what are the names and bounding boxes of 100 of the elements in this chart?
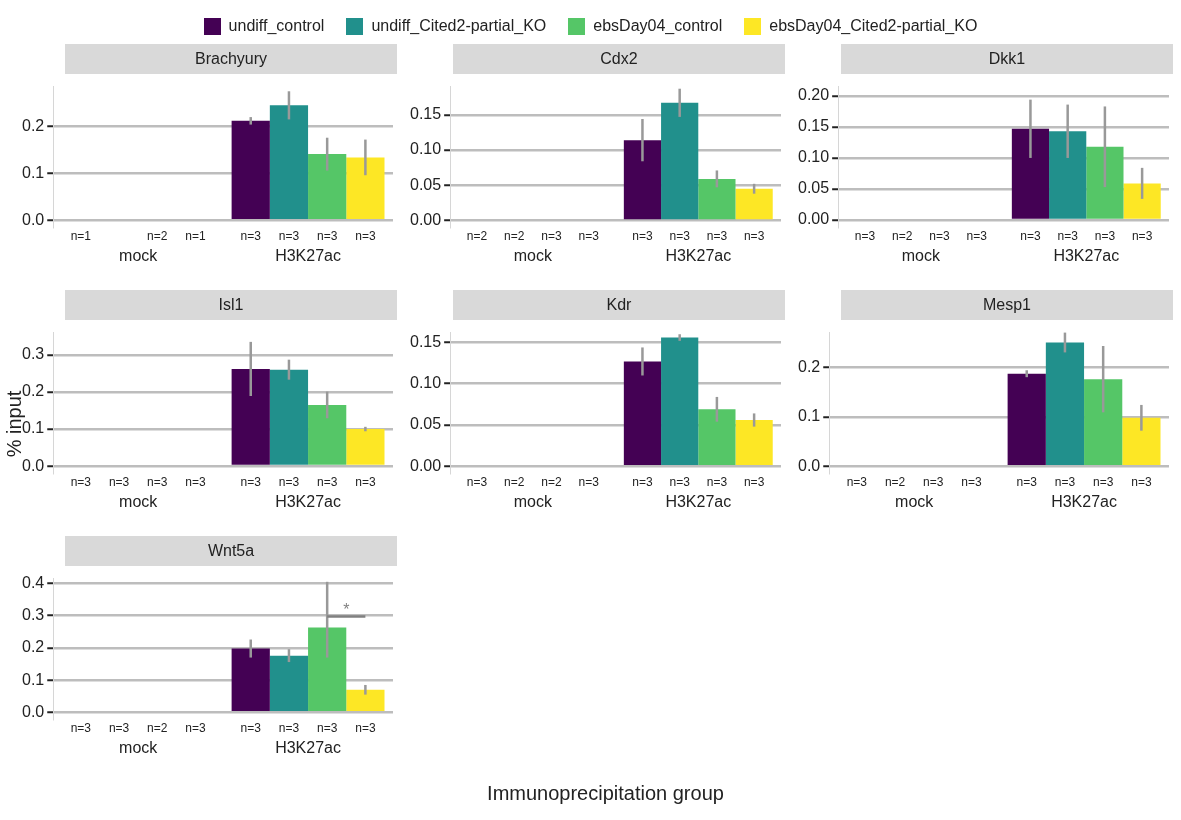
text: n=3 bbox=[278, 475, 300, 490]
text: n=3 bbox=[706, 475, 728, 490]
y-tick-label: 0.10 bbox=[410, 374, 442, 392]
text: n=3 bbox=[961, 475, 983, 490]
text: n=3 bbox=[1131, 229, 1153, 244]
y-tick-label: 0.1 bbox=[21, 163, 45, 181]
x-tick-label: mock bbox=[119, 246, 159, 264]
text: n=3 bbox=[70, 475, 92, 490]
x-tick-label: mock bbox=[901, 246, 941, 264]
y-tick-label: 0.2 bbox=[21, 638, 45, 656]
text: n=3 bbox=[743, 475, 765, 490]
y-tick-label: 0.00 bbox=[798, 210, 830, 228]
text: n=3 bbox=[578, 229, 600, 244]
legend-label: undiff_control bbox=[228, 17, 325, 35]
text: n=3 bbox=[966, 229, 988, 244]
text: n=3 bbox=[669, 475, 691, 490]
text: n=2 bbox=[884, 475, 906, 490]
text: n=3 bbox=[355, 475, 376, 490]
x-tick-label: H3K27ac bbox=[665, 492, 732, 510]
text: n=3 bbox=[108, 475, 130, 490]
x-tick-label: H3K27ac bbox=[665, 246, 732, 264]
chart-title: Cdx2 bbox=[453, 44, 785, 74]
text: n=3 bbox=[108, 721, 130, 736]
text: n=3 bbox=[854, 229, 876, 244]
text: n=3 bbox=[185, 721, 207, 736]
y-tick-label: 0.15 bbox=[798, 117, 830, 135]
text: n=3 bbox=[185, 475, 207, 490]
y-tick-label: 0.10 bbox=[798, 148, 830, 166]
text: n=3 bbox=[240, 475, 262, 490]
text: n=3 bbox=[316, 475, 338, 490]
x-tick-label: mock bbox=[513, 492, 553, 510]
text: n=3 bbox=[1094, 229, 1116, 244]
y-tick-label: 0.0 bbox=[797, 456, 821, 474]
text: n=3 bbox=[578, 475, 600, 490]
x-tick-label: H3K27ac bbox=[1051, 492, 1117, 510]
y-tick-label: 0.1 bbox=[21, 670, 45, 688]
text: n=3 bbox=[240, 721, 262, 736]
text: n=2 bbox=[504, 229, 525, 244]
text: n=3 bbox=[1092, 475, 1114, 490]
text: n=3 bbox=[743, 229, 765, 244]
x-tick-label: H3K27ac bbox=[275, 738, 341, 756]
text: n=3 bbox=[1054, 475, 1076, 490]
chart-title: Isl1 bbox=[65, 290, 397, 320]
text: n=2 bbox=[466, 229, 488, 244]
y-tick-label: 0.15 bbox=[410, 105, 442, 123]
y-tick-label: 0.05 bbox=[410, 415, 442, 433]
y-tick-label: 0.15 bbox=[410, 332, 442, 350]
text: n=3 bbox=[147, 475, 168, 490]
y-tick-label: 0.0 bbox=[21, 702, 45, 720]
y-tick-label: 0.2 bbox=[797, 357, 821, 375]
chart-title: Kdr bbox=[453, 290, 785, 320]
text: n=3 bbox=[240, 229, 262, 244]
y-tick-label: 0.3 bbox=[21, 345, 45, 363]
y-tick-label: 0.0 bbox=[21, 456, 45, 474]
chart-title: Mesp1 bbox=[841, 290, 1173, 320]
text: n=3 bbox=[316, 721, 338, 736]
text: n=2 bbox=[147, 721, 168, 736]
x-tick-label: mock bbox=[895, 492, 935, 510]
y-tick-label: 0.05 bbox=[410, 175, 442, 193]
chart-title: Dkk1 bbox=[841, 44, 1173, 74]
text: n=3 bbox=[355, 229, 376, 244]
text: n=3 bbox=[669, 229, 691, 244]
x-tick-label: mock bbox=[119, 492, 159, 510]
y-tick-label: 0.00 bbox=[410, 210, 442, 228]
x-axis-title: Immunoprecipitation group bbox=[486, 782, 725, 805]
text: n=3 bbox=[278, 721, 300, 736]
y-tick-label: 0.2 bbox=[21, 116, 45, 134]
text: n=1 bbox=[185, 229, 207, 244]
legend-label: undiff_Cited2-partial_KO bbox=[371, 17, 547, 35]
text: n=3 bbox=[316, 229, 338, 244]
text: n=1 bbox=[70, 229, 92, 244]
text: n=2 bbox=[892, 229, 913, 244]
text: n=3 bbox=[70, 721, 92, 736]
text: n=3 bbox=[632, 229, 653, 244]
text: n=3 bbox=[846, 475, 868, 490]
text: n=3 bbox=[632, 475, 653, 490]
text: n=3 bbox=[541, 229, 562, 244]
text: n=2 bbox=[504, 475, 525, 490]
text: n=3 bbox=[355, 721, 376, 736]
text: n=3 bbox=[706, 229, 728, 244]
x-tick-label: H3K27ac bbox=[1053, 246, 1120, 264]
y-tick-label: 0.1 bbox=[797, 407, 821, 425]
x-tick-label: H3K27ac bbox=[275, 492, 341, 510]
x-tick-label: mock bbox=[119, 738, 159, 756]
annotation: * bbox=[343, 600, 350, 618]
y-tick-label: 0.4 bbox=[21, 573, 45, 591]
text: n=2 bbox=[147, 229, 168, 244]
text: n=3 bbox=[1016, 475, 1038, 490]
text: n=3 bbox=[278, 229, 300, 244]
legend-label: ebsDay04_control bbox=[593, 17, 723, 35]
x-tick-label: H3K27ac bbox=[275, 246, 341, 264]
text: n=3 bbox=[466, 475, 488, 490]
legend-label: ebsDay04_Cited2-partial_KO bbox=[769, 17, 978, 35]
x-tick-label: mock bbox=[513, 246, 553, 264]
text: n=3 bbox=[1057, 229, 1079, 244]
y-tick-label: 0.05 bbox=[798, 179, 830, 197]
y-tick-label: 0.00 bbox=[410, 456, 442, 474]
text: n=3 bbox=[929, 229, 950, 244]
chart-title: Wnt5a bbox=[65, 536, 397, 566]
chart-title: Brachyury bbox=[65, 44, 397, 74]
